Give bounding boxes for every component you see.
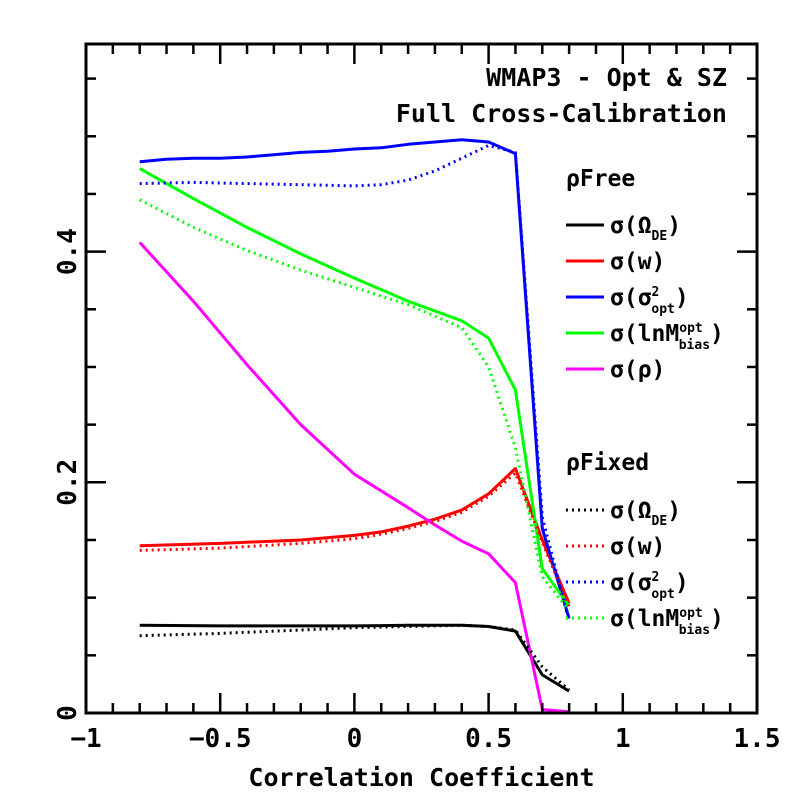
legend-label: σ(σ2 opt) — [610, 570, 689, 602]
legend-label: σ(lnMopt bias) — [610, 321, 724, 353]
x-tick-label: 0.5 — [465, 724, 512, 754]
legend-label: σ(σ2 opt) — [610, 285, 689, 317]
x-tick-label: −0.5 — [189, 724, 252, 754]
axis-ticks — [84, 44, 759, 715]
series-line-fixed_w — [139, 471, 571, 608]
plot-frame — [84, 42, 759, 715]
series-line-free_ode — [139, 623, 570, 693]
chart-title-line-1: WMAP3 - Opt & SZ — [486, 63, 727, 92]
series-line-free_lnm — [138, 167, 571, 607]
legend-label: σ(ρ) — [610, 357, 665, 383]
legend-label: σ(lnMopt bias) — [610, 606, 724, 638]
series-line-fixed_lnm — [139, 198, 571, 612]
y-tick-label: 0.4 — [53, 228, 83, 275]
series-layer — [138, 138, 571, 714]
x-tick-label: 1 — [615, 724, 631, 754]
series-line-fixed_sig — [139, 144, 571, 623]
axis-tick-labels: −1 −0.5 0 0.5 1 1.5 0 0.2 0.4 — [53, 228, 780, 754]
legend: ρFree σ(ΩDE) σ(w) σ(σ2 opt) σ(lnMopt bias) σ(ρ)… — [566, 166, 724, 638]
x-tick-label: 1.5 — [734, 724, 781, 754]
legend-label: σ(w) — [610, 249, 665, 275]
legend-group-title: ρFree — [566, 166, 635, 192]
legend-label: σ(ΩDE) — [610, 213, 681, 244]
series-line-free_rho — [138, 241, 570, 714]
y-tick-label: 0.2 — [53, 459, 83, 506]
chart-title-line-2: Full Cross-Calibration — [396, 99, 727, 128]
series-line-free_w — [139, 467, 571, 604]
series-line-free_sig — [139, 138, 571, 619]
y-tick-label: 0 — [53, 705, 83, 721]
x-axis-label: Correlation Coefficient — [248, 763, 594, 792]
x-tick-label: 0 — [347, 724, 363, 754]
legend-label: σ(w) — [610, 534, 665, 560]
series-line-fixed_ode — [139, 623, 571, 692]
legend-group-title: ρFixed — [566, 450, 649, 476]
legend-label: σ(ΩDE) — [610, 498, 681, 529]
x-tick-label: −1 — [70, 724, 101, 754]
